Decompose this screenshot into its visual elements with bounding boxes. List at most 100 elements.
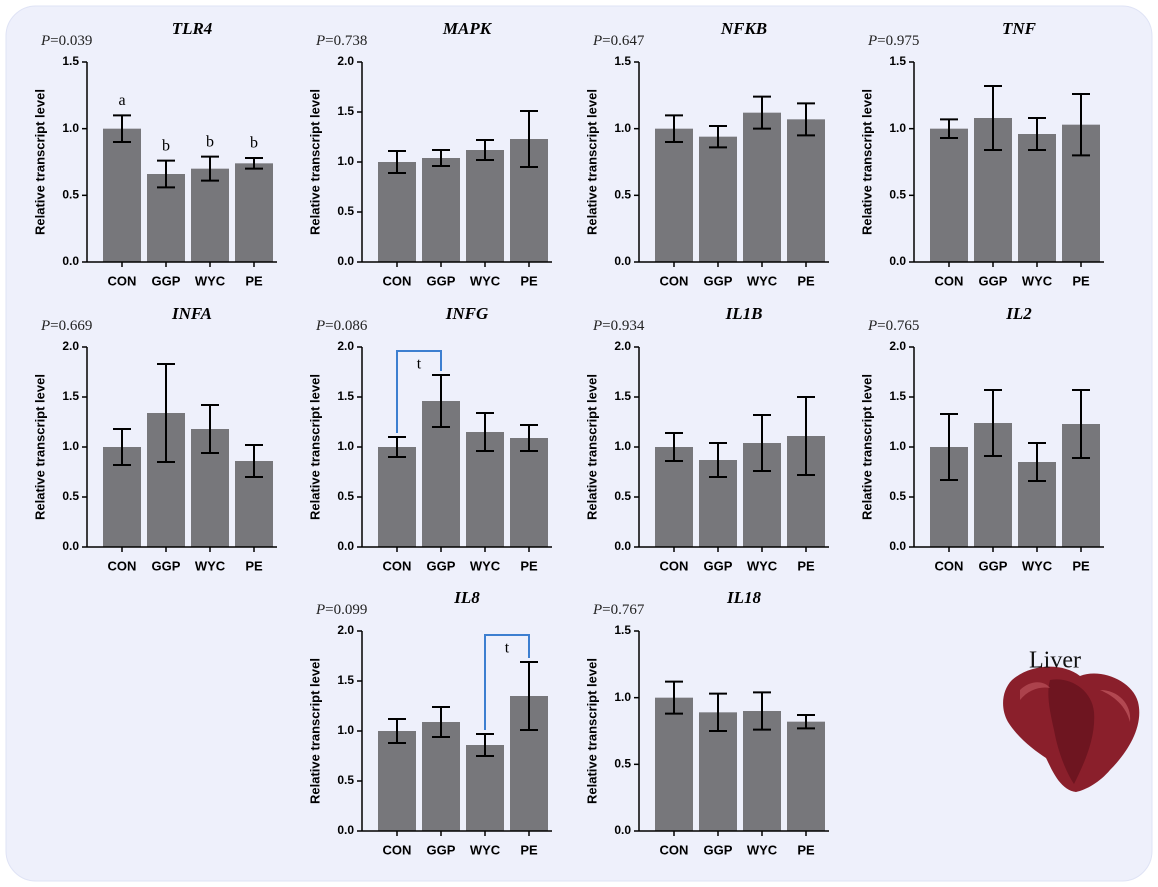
- x-tick-label: GGP: [427, 558, 456, 573]
- chart-title: NFKB: [720, 19, 767, 38]
- y-tick-label: 0.0: [889, 539, 906, 553]
- x-tick-label: PE: [520, 842, 538, 857]
- x-tick-label: CON: [935, 558, 964, 573]
- y-tick-label: 1.5: [337, 389, 354, 403]
- bar: [930, 129, 968, 262]
- bar: [378, 162, 416, 262]
- x-tick-label: PE: [520, 273, 538, 288]
- p-value: P=0.099: [315, 602, 367, 618]
- x-tick-label: PE: [520, 558, 538, 573]
- p-value: P=0.086: [315, 318, 368, 334]
- x-tick-label: CON: [108, 558, 137, 573]
- chart-title: IL18: [726, 588, 762, 607]
- bar: [787, 722, 825, 831]
- bar: [378, 731, 416, 831]
- y-tick-label: 0.0: [889, 254, 906, 268]
- x-tick-label: WYC: [747, 273, 778, 288]
- bar: [422, 722, 460, 831]
- y-tick-label: 0.0: [337, 823, 354, 837]
- chart-title: IL8: [453, 588, 480, 607]
- y-tick-label: 1.5: [62, 389, 79, 403]
- x-tick-label: PE: [797, 273, 815, 288]
- bar: [1018, 134, 1056, 262]
- x-tick-label: WYC: [470, 273, 501, 288]
- p-number: =0.039: [50, 33, 92, 49]
- p-value: P=0.669: [40, 318, 92, 334]
- bar: [103, 129, 141, 262]
- y-tick-label: 1.5: [614, 54, 631, 68]
- y-tick-label: 1.0: [889, 121, 906, 135]
- y-tick-label: 1.5: [614, 389, 631, 403]
- x-tick-label: PE: [1072, 273, 1090, 288]
- x-tick-label: PE: [797, 842, 815, 857]
- p-number: =0.767: [602, 602, 645, 618]
- y-tick-label: 1.0: [614, 439, 631, 453]
- chart-title: IL1B: [725, 304, 763, 323]
- x-tick-label: GGP: [979, 558, 1008, 573]
- x-tick-label: CON: [383, 558, 412, 573]
- p-number: =0.975: [877, 33, 919, 49]
- p-number: =0.669: [50, 318, 92, 334]
- p-symbol: P: [40, 318, 50, 334]
- y-tick-label: 1.0: [614, 690, 631, 704]
- x-tick-label: GGP: [704, 558, 733, 573]
- y-tick-label: 0.5: [62, 489, 79, 503]
- p-value: P=0.039: [40, 33, 92, 49]
- y-tick-label: 1.0: [337, 439, 354, 453]
- y-tick-label: 1.5: [337, 673, 354, 687]
- y-tick-label: 0.0: [614, 823, 631, 837]
- significance-letter: b: [162, 137, 170, 154]
- bar: [466, 745, 504, 831]
- y-tick-label: 0.5: [614, 757, 631, 771]
- y-tick-label: 0.0: [62, 254, 79, 268]
- x-tick-label: CON: [383, 273, 412, 288]
- p-symbol: P: [592, 318, 602, 334]
- x-tick-label: PE: [245, 273, 263, 288]
- bar: [699, 137, 737, 262]
- y-tick-label: 0.5: [62, 188, 79, 202]
- x-tick-label: GGP: [152, 273, 181, 288]
- p-number: =0.086: [325, 318, 368, 334]
- comparison-label: t: [505, 640, 510, 657]
- x-tick-label: CON: [660, 842, 689, 857]
- y-tick-label: 1.0: [614, 121, 631, 135]
- y-tick-label: 0.5: [337, 773, 354, 787]
- p-symbol: P: [867, 318, 877, 334]
- y-tick-label: 0.0: [614, 539, 631, 553]
- y-tick-label: 1.5: [337, 104, 354, 118]
- y-axis-label: Relative transcript level: [584, 374, 599, 520]
- y-tick-label: 2.0: [337, 339, 354, 353]
- bar: [191, 169, 229, 262]
- y-axis-label: Relative transcript level: [584, 89, 599, 235]
- y-tick-label: 1.5: [62, 54, 79, 68]
- p-symbol: P: [315, 33, 325, 49]
- y-tick-label: 0.5: [889, 489, 906, 503]
- y-tick-label: 2.0: [62, 339, 79, 353]
- chart-title: IL2: [1005, 304, 1032, 323]
- x-tick-label: GGP: [152, 558, 181, 573]
- x-tick-label: CON: [108, 273, 137, 288]
- p-number: =0.099: [325, 602, 367, 618]
- y-tick-label: 1.0: [337, 723, 354, 737]
- x-tick-label: WYC: [747, 842, 778, 857]
- y-tick-label: 0.0: [337, 539, 354, 553]
- p-value: P=0.765: [867, 318, 919, 334]
- y-tick-label: 0.0: [337, 254, 354, 268]
- y-axis-label: Relative transcript level: [307, 374, 322, 520]
- p-number: =0.934: [602, 318, 645, 334]
- x-tick-label: GGP: [704, 842, 733, 857]
- bar: [787, 119, 825, 262]
- p-value: P=0.934: [592, 318, 645, 334]
- y-tick-label: 1.0: [337, 154, 354, 168]
- x-tick-label: WYC: [470, 842, 501, 857]
- y-tick-label: 2.0: [614, 339, 631, 353]
- y-tick-label: 2.0: [337, 54, 354, 68]
- y-axis-label: Relative transcript level: [32, 89, 47, 235]
- x-tick-label: CON: [660, 558, 689, 573]
- figure: Liver TLR4P=0.039Relative transcript lev…: [0, 0, 1158, 887]
- y-axis-label: Relative transcript level: [307, 89, 322, 235]
- y-tick-label: 0.5: [337, 489, 354, 503]
- x-tick-label: WYC: [1022, 558, 1053, 573]
- bar: [655, 698, 693, 831]
- x-tick-label: GGP: [979, 273, 1008, 288]
